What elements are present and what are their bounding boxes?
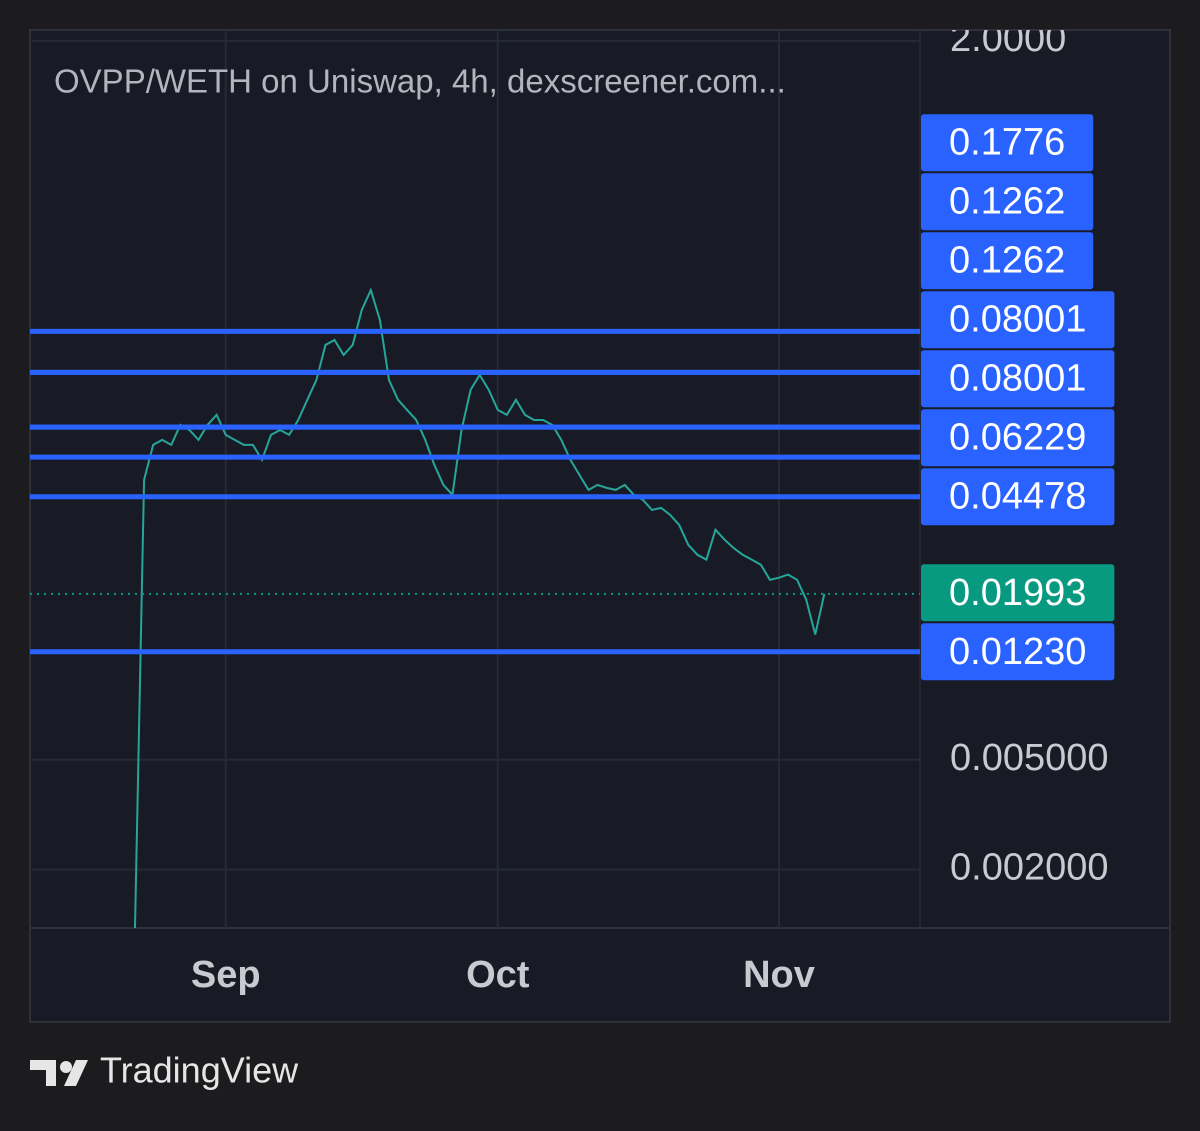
x-tick-label: Nov bbox=[743, 954, 815, 996]
level-label-box: 0.1776 bbox=[921, 114, 1094, 172]
level-label-box: 0.1262 bbox=[921, 232, 1094, 290]
level-label: 0.08001 bbox=[949, 299, 1086, 341]
level-label-box: 0.04478 bbox=[921, 468, 1115, 526]
level-label: 0.08001 bbox=[949, 358, 1086, 400]
brand-logo bbox=[30, 1060, 88, 1086]
label-bg bbox=[921, 114, 1094, 172]
label-bg bbox=[921, 173, 1094, 231]
label-bg bbox=[921, 564, 1115, 622]
label-bg bbox=[921, 623, 1115, 681]
x-tick-label: Sep bbox=[191, 954, 261, 996]
label-bg bbox=[921, 232, 1094, 290]
x-tick-label: Oct bbox=[466, 954, 530, 996]
axis-labels: 2.0000 0.005000 0.002000 Sep Oct Nov bbox=[191, 18, 1109, 996]
label-bg bbox=[921, 409, 1115, 467]
y-tick-label: 0.005000 bbox=[950, 737, 1109, 779]
plot: 0.1776 0.1262 0.1262 0.08001 0.08001 0.06229 0… bbox=[30, 114, 1115, 929]
level-label-box: 0.06229 bbox=[921, 409, 1115, 467]
label-bg bbox=[921, 350, 1115, 408]
chart-title: OVPP/WETH on Uniswap, 4h, dexscreener.co… bbox=[54, 63, 786, 100]
last-price-label-box: 0.01993 bbox=[921, 564, 1115, 622]
y-tick-label: 2.0000 bbox=[950, 18, 1066, 60]
brand-name: TradingView bbox=[100, 1050, 299, 1091]
last-price-label: 0.01993 bbox=[949, 572, 1086, 614]
level-label-box: 0.01230 bbox=[921, 623, 1115, 681]
level-label-box: 0.08001 bbox=[921, 350, 1115, 408]
level-label: 0.1262 bbox=[949, 240, 1065, 282]
level-label-box: 0.08001 bbox=[921, 291, 1115, 349]
label-bg bbox=[921, 468, 1115, 526]
grid bbox=[30, 30, 920, 928]
level-label: 0.06229 bbox=[949, 417, 1086, 459]
level-label: 0.01230 bbox=[949, 631, 1086, 673]
label-bg bbox=[921, 291, 1115, 349]
y-tick-label: 0.002000 bbox=[950, 847, 1109, 889]
level-label-box: 0.1262 bbox=[921, 173, 1094, 231]
level-label: 0.04478 bbox=[949, 476, 1086, 518]
level-label: 0.1262 bbox=[949, 181, 1065, 223]
level-label: 0.1776 bbox=[949, 122, 1065, 164]
